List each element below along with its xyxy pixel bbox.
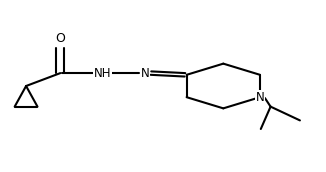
Text: O: O (55, 32, 65, 45)
Text: NH: NH (94, 67, 111, 80)
Text: N: N (256, 91, 264, 104)
Text: N: N (141, 67, 149, 80)
